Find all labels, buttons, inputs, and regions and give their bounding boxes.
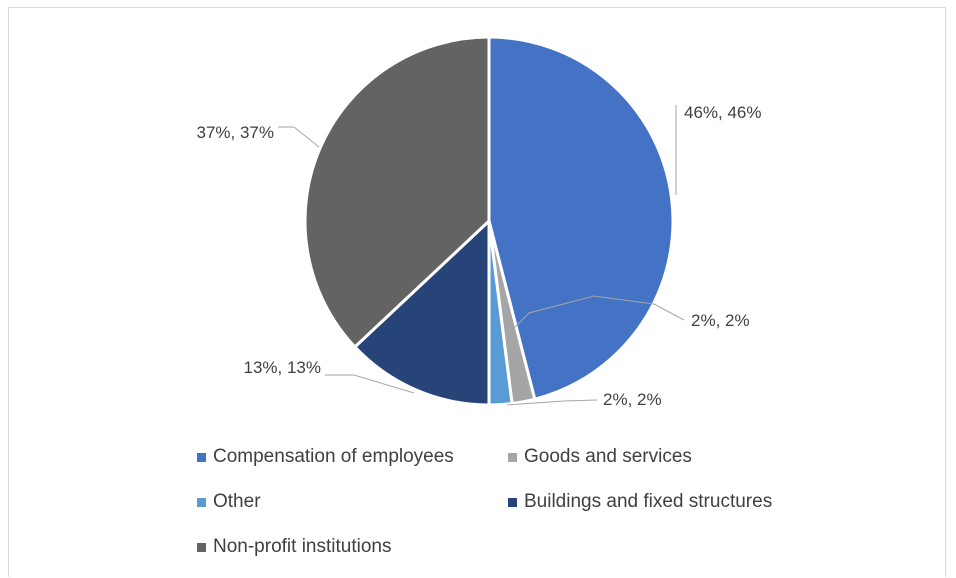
- data-label-buildings-and-fixed-structures: 13%, 13%: [244, 358, 322, 377]
- legend-item-non-profit-institutions: Non-profit institutions: [197, 536, 391, 558]
- legend-swatch: [508, 497, 517, 507]
- pie-chart: 46%, 46% 2%, 2% 2%, 2% 13%, 13% 37%, 37%: [197, 35, 762, 409]
- legend-item-other: Other: [197, 491, 261, 513]
- legend-item-goods-and-services: Goods and services: [508, 446, 692, 468]
- data-label-other: 2%, 2%: [603, 390, 662, 409]
- legend-label: Goods and services: [524, 446, 692, 467]
- legend-label: Other: [213, 491, 261, 512]
- legend-swatch: [197, 497, 206, 507]
- data-label-compensation-of-employees: 46%, 46%: [684, 103, 762, 122]
- data-label-goods-and-services: 2%, 2%: [691, 311, 750, 330]
- legend-label: Compensation of employees: [213, 446, 454, 467]
- legend-item-buildings-and-fixed-structures: Buildings and fixed structures: [508, 491, 772, 513]
- leader-line: [325, 374, 415, 394]
- chart-area: 46%, 46% 2%, 2% 2%, 2% 13%, 13% 37%, 37% Com…: [8, 7, 946, 577]
- legend-label: Non-profit institutions: [213, 536, 392, 557]
- data-label-non-profit-institutions: 37%, 37%: [197, 123, 275, 142]
- legend-label: Buildings and fixed structures: [524, 491, 773, 512]
- pie-slice-compensation-of-employees: [487, 35, 675, 401]
- pie-slice-non-profit-institutions: [303, 35, 491, 349]
- legend-swatch: [508, 452, 517, 462]
- leader-line: [506, 399, 598, 406]
- pie-slice-buildings-and-fixed-structures: [353, 219, 491, 407]
- legend-swatch: [197, 542, 206, 552]
- leader-line: [278, 126, 320, 148]
- legend-item-compensation-of-employees: Compensation of employees: [197, 446, 454, 468]
- legend-swatch: [197, 452, 206, 462]
- leader-line: [513, 295, 685, 329]
